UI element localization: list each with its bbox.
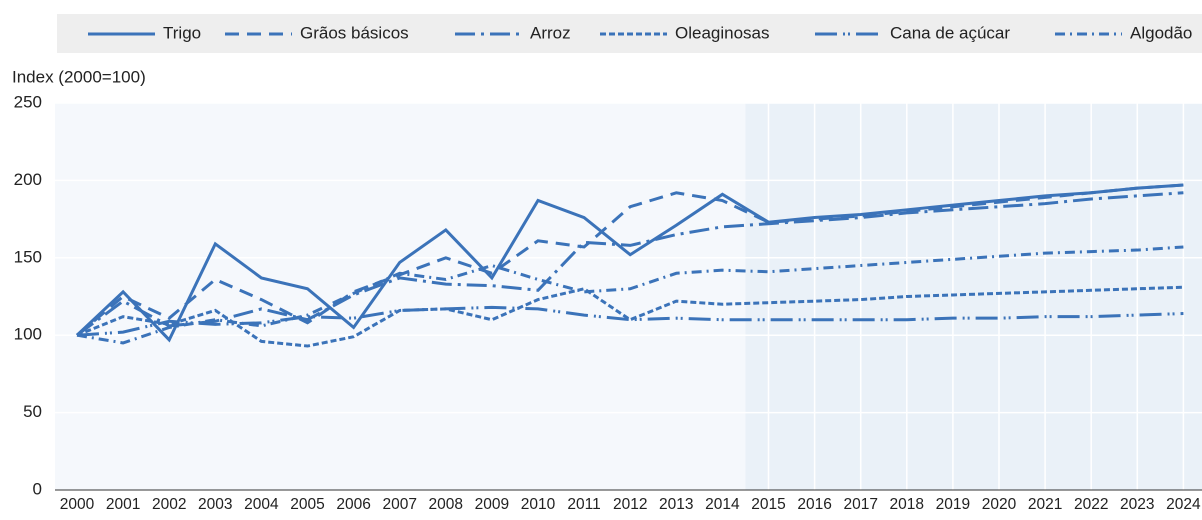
x-tick-label: 2018: [890, 496, 924, 513]
x-tick-label: 2019: [936, 496, 970, 513]
x-tick-label: 2015: [751, 496, 785, 513]
y-tick-label: 200: [14, 170, 42, 189]
x-tick-label: 2006: [336, 496, 370, 513]
x-tick-label: 2016: [797, 496, 831, 513]
x-tick-label: 2022: [1074, 496, 1108, 513]
data-line: [75, 183, 1184, 343]
x-tick-label: 2011: [567, 496, 600, 513]
y-tick-label: 250: [14, 92, 42, 111]
x-tick-label: 2012: [613, 496, 647, 513]
x-tick-label: 2008: [429, 496, 463, 513]
x-tick-label: 2010: [521, 496, 556, 513]
y-tick-label: 150: [14, 247, 42, 266]
data-line: [76, 245, 1184, 345]
x-tick-label: 2014: [705, 496, 740, 513]
legend-label: Oleaginosas: [675, 23, 770, 42]
x-tick-label: 2017: [843, 496, 877, 513]
x-tick-label: 2023: [1120, 496, 1154, 513]
x-tick-label: 2005: [290, 496, 324, 513]
y-tick-label: 0: [33, 479, 42, 498]
x-tick-label: 2003: [198, 496, 232, 513]
y-tick-label: 50: [23, 402, 42, 421]
data-line: [76, 191, 1184, 337]
projection-background: [745, 103, 1202, 490]
x-tick-label: 2001: [106, 496, 140, 513]
legend-label: Grãos básicos: [300, 23, 409, 42]
x-tick-label: 2021: [1028, 496, 1062, 513]
data-line: [76, 305, 1184, 337]
x-tick-label: 2020: [982, 496, 1017, 513]
x-tick-label: 2009: [475, 496, 509, 513]
data-line: [76, 183, 1184, 337]
legend-label: Trigo: [163, 23, 201, 42]
legend-label: Cana de açúcar: [890, 23, 1010, 42]
legend-label: Algodão: [1130, 23, 1192, 42]
x-tick-label: 2004: [244, 496, 279, 513]
x-tick-label: 2013: [659, 496, 693, 513]
x-tick-label: 2000: [60, 496, 95, 513]
x-tick-label: 2007: [382, 496, 416, 513]
y-axis-label: Index (2000=100): [12, 67, 146, 86]
y-tick-label: 100: [14, 325, 42, 344]
x-tick-label: 2002: [152, 496, 186, 513]
x-tick-label: 2024: [1166, 496, 1201, 513]
legend-label: Arroz: [530, 23, 571, 42]
data-line: [76, 285, 1184, 348]
